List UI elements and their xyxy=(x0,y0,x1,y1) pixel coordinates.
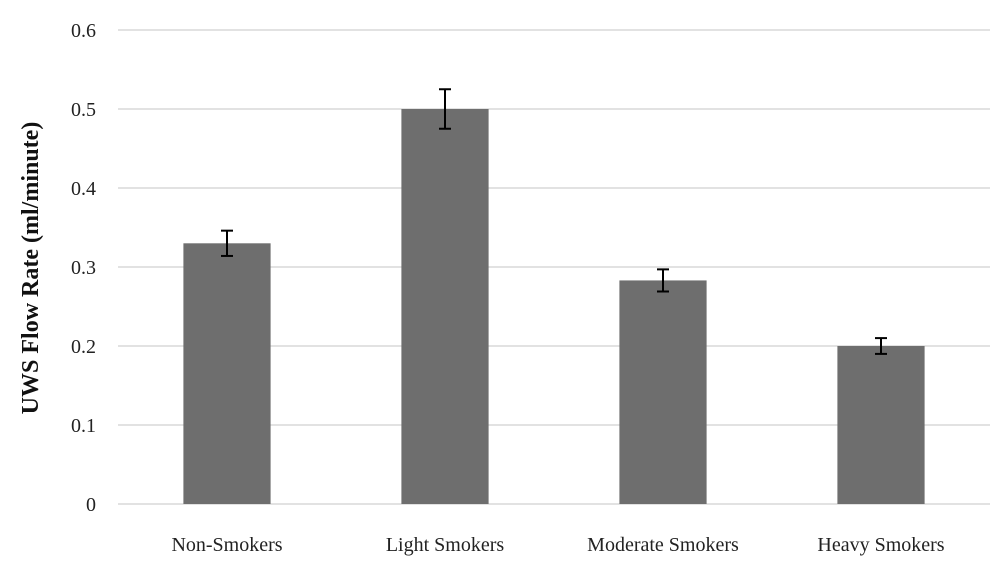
bar xyxy=(837,346,925,504)
bars xyxy=(183,109,925,505)
y-tick-label: 0.5 xyxy=(71,99,96,121)
category-labels: Non-Smokers Light Smokers Moderate Smokers… xyxy=(171,534,944,556)
error-bar xyxy=(657,268,669,293)
error-bar xyxy=(221,229,233,257)
error-bar xyxy=(439,88,451,130)
category-label: Heavy Smokers xyxy=(817,534,944,556)
bar xyxy=(183,243,271,505)
y-tick-labels: 0 0.1 0.2 0.3 0.4 0.5 0.6 xyxy=(71,20,96,516)
error-bar xyxy=(875,337,887,355)
y-tick-label: 0 xyxy=(86,494,96,516)
category-label: Light Smokers xyxy=(386,534,505,556)
bar xyxy=(619,280,707,504)
y-tick-label: 0.6 xyxy=(71,20,96,42)
y-axis-label: UWS Flow Rate (ml/minute) xyxy=(18,122,44,415)
category-label: Non-Smokers xyxy=(171,534,282,556)
y-tick-label: 0.3 xyxy=(71,257,96,279)
y-tick-label: 0.1 xyxy=(71,415,96,437)
y-tick-label: 0.2 xyxy=(71,336,96,358)
category-label: Moderate Smokers xyxy=(587,534,739,556)
bar xyxy=(401,109,489,504)
error-bars xyxy=(221,88,887,355)
y-tick-label: 0.4 xyxy=(71,178,96,200)
